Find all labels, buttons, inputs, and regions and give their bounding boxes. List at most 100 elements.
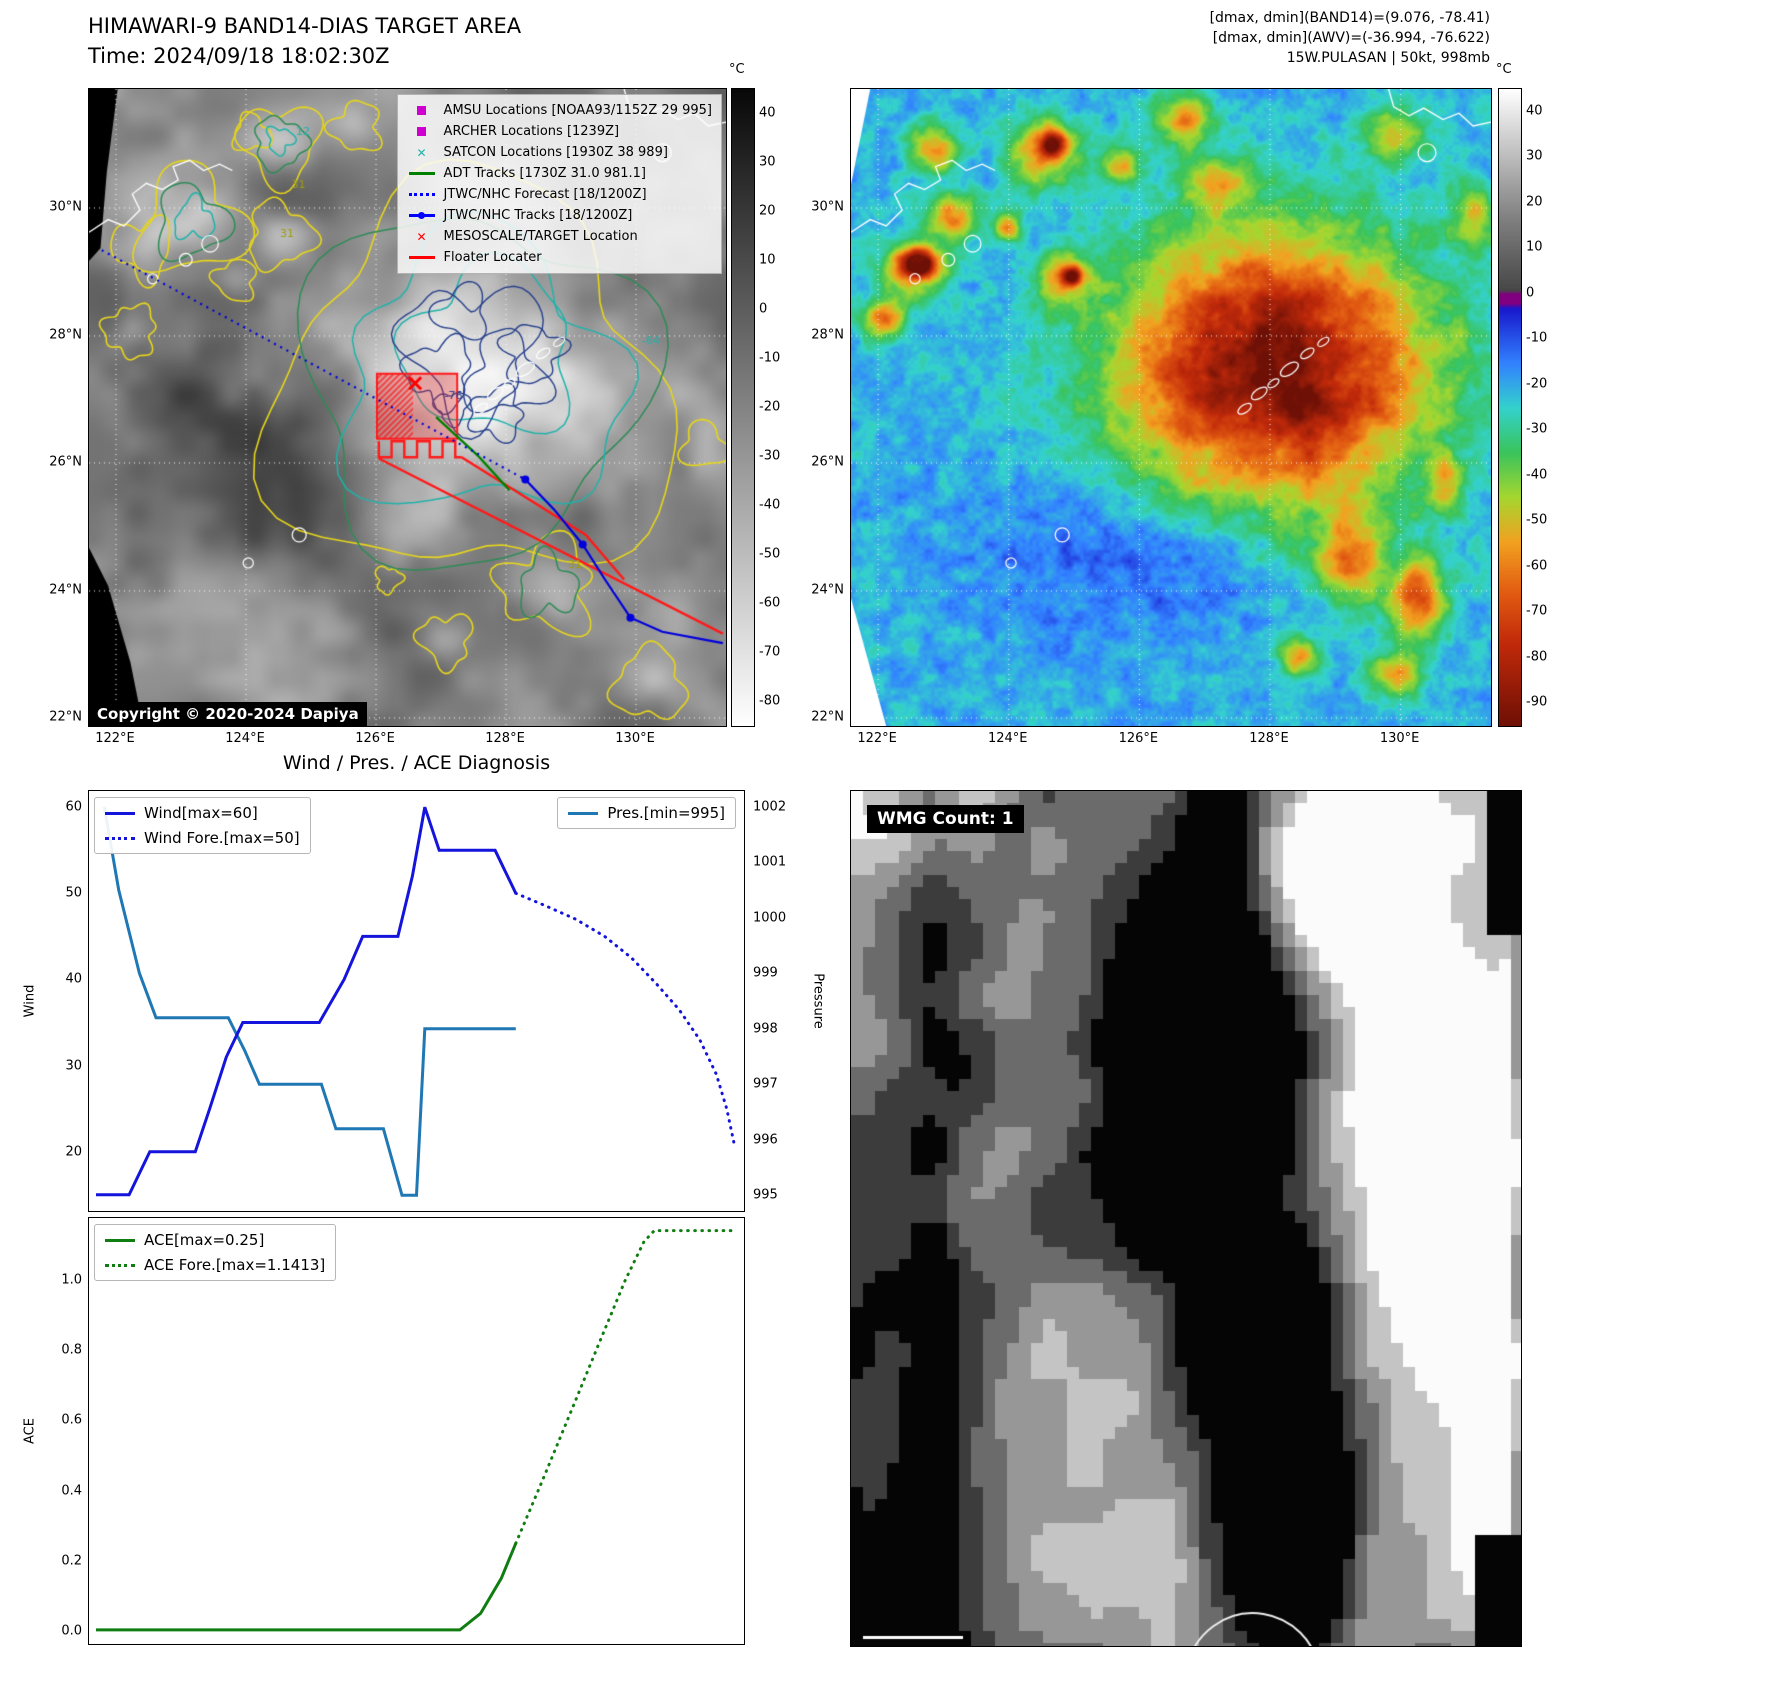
awv-header-storm-info: 15W.PULASAN | 50kt, 998mb — [1286, 50, 1490, 66]
awv-x-tick: 126°E — [1118, 731, 1159, 746]
awv-y-tick: 22°N — [811, 709, 844, 725]
awv-header: [dmax, dmin](BAND14)=(9.076, -78.41) [dm… — [1210, 8, 1490, 68]
band14-colorbar-tick: 10 — [759, 252, 776, 267]
awv-satellite-image — [851, 89, 1491, 726]
awv-colorbar-tick: -80 — [1526, 649, 1548, 665]
square-marker-icon — [407, 127, 437, 136]
copyright-badge: Copyright © 2020-2024 Dapiya — [89, 702, 367, 726]
band14-legend: AMSU Locations [NOAA93/1152Z 29 995] ARCH… — [396, 94, 722, 274]
line-marker-icon — [407, 172, 437, 175]
band14-y-tick: 22°N — [49, 709, 82, 725]
pressure-line-sample — [568, 811, 599, 815]
ace-axis-tick: 0.4 — [61, 1483, 82, 1499]
band14-colorbar-tick: 20 — [759, 203, 776, 218]
band14-colorbar-tick: -60 — [759, 595, 781, 610]
pressure-axis-tick: 1002 — [753, 799, 787, 815]
band14-legend-item-2: ✕ SATCON Locations [1930Z 38 989] — [407, 143, 712, 162]
ace-axis-tick: 0.0 — [61, 1623, 82, 1639]
ace-forecast-line-sample — [105, 1263, 135, 1267]
band14-legend-item-5: JTWC/NHC Tracks [18/1200Z] — [407, 206, 712, 225]
square-marker-icon — [407, 106, 437, 115]
band14-colorbar — [731, 88, 755, 727]
legend-item-ace-forecast: ACE Fore.[max=1.1413] — [105, 1256, 325, 1274]
band14-colorbar-tick: -70 — [759, 644, 781, 659]
x-marker-icon: ✕ — [416, 229, 427, 244]
ace-line-sample — [105, 1238, 135, 1242]
awv-x-tick: 124°E — [987, 731, 1028, 746]
band14-y-tick: 30°N — [49, 199, 82, 215]
awv-map — [850, 88, 1492, 727]
awv-header-dmax-band14: [dmax, dmin](BAND14)=(9.076, -78.41) — [1209, 10, 1490, 26]
band14-colorbar-unit: °C — [729, 62, 745, 77]
band14-legend-label: SATCON Locations [1930Z 38 989] — [443, 145, 668, 160]
band14-x-tick: 130°E — [615, 731, 655, 746]
wind-line-sample — [105, 811, 135, 815]
awv-colorbar — [1498, 88, 1522, 727]
pressure-axis-tick: 1001 — [753, 854, 787, 870]
band14-y-tick: 24°N — [49, 582, 82, 598]
awv-y-tick: 24°N — [811, 582, 844, 598]
wmg-count-badge: WMG Count: 1 — [867, 805, 1024, 833]
wind-axis-tick: 40 — [65, 971, 82, 987]
wind-axis-tick: 60 — [65, 799, 82, 815]
band14-colorbar-tick: -80 — [759, 693, 781, 708]
band14-colorbar-tick: -30 — [759, 448, 781, 463]
dotted-marker-icon — [407, 193, 437, 196]
x-marker-icon: ✕ — [416, 145, 427, 160]
band14-legend-label: JTWC/NHC Tracks [18/1200Z] — [443, 208, 633, 223]
band14-y-tick: 26°N — [49, 454, 82, 470]
awv-colorbar-tick: -20 — [1526, 376, 1548, 392]
wmg-microwave-image — [851, 791, 1521, 1646]
band14-y-tick: 28°N — [49, 327, 82, 343]
wind-axis-label: Wind — [22, 984, 38, 1018]
ace-axis-label: ACE — [22, 1418, 38, 1444]
band14-legend-label: ADT Tracks [1730Z 31.0 981.1] — [443, 166, 647, 181]
awv-colorbar-tick: 30 — [1526, 148, 1543, 164]
band14-legend-item-7: Floater Locater — [407, 248, 712, 267]
legend-item-wind: Wind[max=60] — [105, 804, 300, 822]
line-dot-marker-icon — [407, 211, 437, 220]
awv-colorbar-tick: 20 — [1526, 194, 1543, 210]
awv-colorbar-tick: 40 — [1526, 103, 1543, 119]
diagnosis-charts — [88, 790, 745, 1645]
awv-colorbar-tick: -90 — [1526, 694, 1548, 710]
wind-legend: Wind[max=60] Wind Fore.[max=50] — [94, 797, 311, 854]
awv-colorbar-tick: 0 — [1526, 285, 1535, 301]
band14-legend-item-1: ARCHER Locations [1239Z] — [407, 122, 712, 141]
band14-colorbar-tick: 40 — [759, 105, 776, 120]
legend-item-wind-forecast: Wind Fore.[max=50] — [105, 829, 300, 847]
awv-x-tick: 130°E — [1379, 731, 1420, 746]
band14-legend-label: ARCHER Locations [1239Z] — [443, 124, 620, 139]
pressure-axis-tick: 1000 — [753, 910, 787, 926]
band14-legend-item-6: ✕ MESOSCALE/TARGET Location — [407, 227, 712, 246]
ace-axis-tick: 0.6 — [61, 1412, 82, 1428]
awv-colorbar-unit: °C — [1496, 62, 1512, 77]
band14-legend-item-3: ADT Tracks [1730Z 31.0 981.1] — [407, 164, 712, 183]
band14-map: AMSU Locations [NOAA93/1152Z 29 995] ARCH… — [88, 88, 727, 727]
wind-axis-tick: 30 — [65, 1058, 82, 1074]
pressure-axis-label: Pressure — [810, 973, 826, 1029]
band14-legend-label: MESOSCALE/TARGET Location — [443, 229, 638, 244]
awv-colorbar-tick: -40 — [1526, 467, 1548, 483]
awv-colorbar-tick: 10 — [1526, 239, 1543, 255]
wind-forecast-line-sample — [105, 836, 135, 840]
band14-colorbar-tick: 30 — [759, 154, 776, 169]
diagnosis-title: Wind / Pres. / ACE Diagnosis — [282, 752, 551, 774]
ace-legend: ACE[max=0.25] ACE Fore.[max=1.1413] — [94, 1224, 337, 1281]
ace-axis-tick: 1.0 — [61, 1272, 82, 1288]
awv-colorbar-tick: -50 — [1526, 512, 1548, 528]
band14-legend-label: Floater Locater — [443, 250, 542, 265]
awv-colorbar-tick: -30 — [1526, 421, 1548, 437]
band14-x-tick: 122°E — [95, 731, 135, 746]
awv-y-tick: 30°N — [811, 199, 844, 215]
pressure-axis-tick: 995 — [753, 1187, 778, 1203]
band14-colorbar-tick: -50 — [759, 546, 781, 561]
legend-label-wind-forecast: Wind Fore.[max=50] — [144, 829, 300, 847]
pressure-axis-tick: 996 — [753, 1132, 778, 1148]
band14-colorbar-tick: -20 — [759, 399, 781, 414]
band14-x-tick: 128°E — [485, 731, 525, 746]
awv-y-tick: 28°N — [811, 327, 844, 343]
band14-legend-label: AMSU Locations [NOAA93/1152Z 29 995] — [443, 103, 712, 118]
line-marker-icon — [407, 256, 437, 259]
